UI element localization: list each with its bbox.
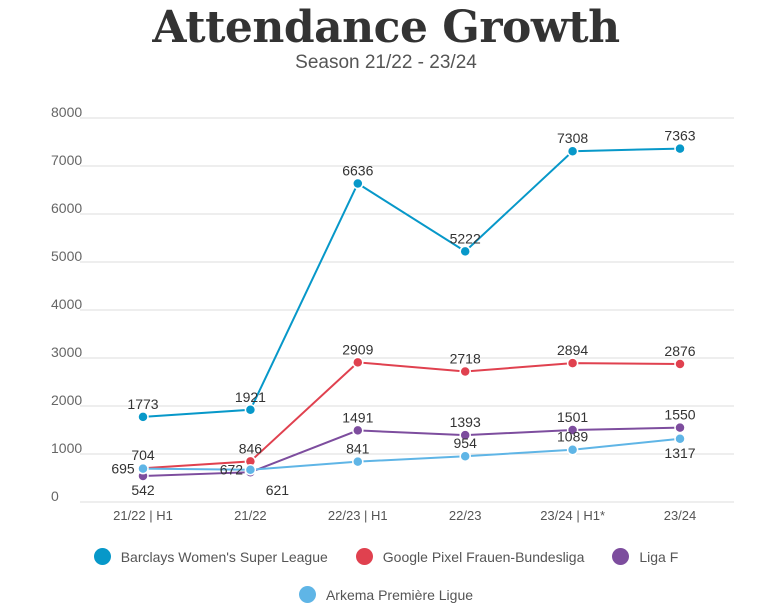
data-point-arkema-premi-re-ligue-4 xyxy=(566,443,579,456)
series-line-google-pixel-frauen-bundesliga xyxy=(142,361,681,470)
data-point-google-pixel-frauen-bundesliga-5 xyxy=(674,358,686,370)
data-label-google-pixel-frauen-bundesliga-3: 2718 xyxy=(450,351,481,367)
y-tick-label-6000: 6000 xyxy=(51,200,82,216)
y-tick-label-0: 0 xyxy=(51,488,59,504)
y-tick-label-2000: 2000 xyxy=(51,392,82,408)
legend-item-frauen-bundesliga[interactable]: Google Pixel Frauen-Bundesliga xyxy=(355,548,585,565)
x-tick-label-23-24: 23/24 xyxy=(664,508,697,523)
data-point-google-pixel-frauen-bundesliga-4 xyxy=(566,357,579,369)
x-tick-label-21-22-h1: 21/22 | H1 xyxy=(113,508,173,523)
data-label-barclays-women-s-super-league-4: 7308 xyxy=(557,130,588,146)
legend-swatch-premiere-ligue xyxy=(298,586,316,603)
data-point-barclays-women-s-super-league-1 xyxy=(244,404,257,416)
data-label-barclays-women-s-super-league-3: 5222 xyxy=(450,230,481,246)
data-label-arkema-premi-re-ligue-4: 1089 xyxy=(557,429,588,445)
data-label-liga-f-0: 542 xyxy=(131,482,155,498)
data-label-barclays-women-s-super-league-0: 1773 xyxy=(127,396,158,412)
series-line-barclays-women-s-super-league xyxy=(142,147,681,418)
y-tick-label-8000: 8000 xyxy=(51,104,82,120)
y-tick-label-5000: 5000 xyxy=(51,248,82,264)
data-point-liga-f-5 xyxy=(674,421,686,434)
x-tick-label-21-22: 21/22 xyxy=(234,508,267,523)
data-point-arkema-premi-re-ligue-0 xyxy=(137,462,149,475)
legend-swatch-liga-f xyxy=(612,548,630,565)
legend-row-2: Arkema Première Ligue xyxy=(0,586,760,603)
data-label-google-pixel-frauen-bundesliga-1: 846 xyxy=(239,440,263,456)
data-label-arkema-premi-re-ligue-0: 695 xyxy=(111,461,135,477)
data-point-google-pixel-frauen-bundesliga-2 xyxy=(352,356,364,369)
y-tick-label-3000: 3000 xyxy=(51,344,82,360)
line-chart: 0 1000 2000 3000 4000 5000 6000 7000 8000 21/22 |… xyxy=(51,104,734,523)
data-label-barclays-women-s-super-league-1: 1921 xyxy=(235,389,266,405)
data-label-google-pixel-frauen-bundesliga-4: 2894 xyxy=(557,342,588,358)
data-label-arkema-premi-re-ligue-5: 1317 xyxy=(664,445,695,461)
data-point-google-pixel-frauen-bundesliga-3 xyxy=(459,365,471,378)
data-point-barclays-women-s-super-league-0 xyxy=(137,411,149,423)
y-tick-label-7000: 7000 xyxy=(51,152,82,168)
x-tick-label-22-23: 22/23 xyxy=(449,508,482,523)
data-label-liga-f-5: 1550 xyxy=(664,407,695,423)
data-label-google-pixel-frauen-bundesliga-5: 2876 xyxy=(664,343,695,359)
data-label-barclays-women-s-super-league-5: 7363 xyxy=(664,128,695,144)
data-label-arkema-premi-re-ligue-3: 954 xyxy=(454,435,478,451)
data-point-barclays-women-s-super-league-2 xyxy=(352,177,364,190)
series-line-arkema-premi-re-ligue xyxy=(142,437,681,471)
legend-label-premiere-ligue: Arkema Première Ligue xyxy=(325,586,474,603)
data-point-arkema-premi-re-ligue-2 xyxy=(352,455,364,468)
chart-subtitle: Season 21/22 - 23/24 xyxy=(295,52,477,73)
data-point-liga-f-3 xyxy=(459,429,471,441)
data-label-liga-f-2: 1491 xyxy=(342,409,373,425)
legend-swatch-wsl xyxy=(93,548,111,565)
data-point-liga-f-2 xyxy=(352,424,364,437)
legend-label-frauen-bundesliga: Google Pixel Frauen-Bundesliga xyxy=(382,548,585,565)
data-label-liga-f-1: 621 xyxy=(266,482,290,498)
x-tick-label-23-24-h1: 23/24 | H1* xyxy=(540,508,605,523)
x-tick-label-22-23-h1: 22/23 | H1 xyxy=(328,508,388,523)
data-label-google-pixel-frauen-bundesliga-0: 704 xyxy=(131,447,155,463)
chart-title: Attendance Growth xyxy=(152,2,620,53)
data-label-liga-f-3: 1393 xyxy=(450,414,481,430)
y-tick-label-4000: 4000 xyxy=(51,296,82,312)
data-point-arkema-premi-re-ligue-3 xyxy=(459,450,471,462)
data-point-barclays-women-s-super-league-5 xyxy=(674,142,686,155)
data-label-arkema-premi-re-ligue-2: 841 xyxy=(346,441,370,457)
series-line-liga-f xyxy=(142,426,681,477)
data-point-barclays-women-s-super-league-4 xyxy=(566,145,579,157)
data-point-barclays-women-s-super-league-3 xyxy=(459,245,471,258)
data-label-arkema-premi-re-ligue-1: 672 xyxy=(220,462,244,478)
legend-label-wsl: Barclays Women's Super League xyxy=(120,548,328,565)
data-label-barclays-women-s-super-league-2: 6636 xyxy=(342,162,373,178)
legend-label-liga-f: Liga F xyxy=(639,548,679,565)
data-label-liga-f-4: 1501 xyxy=(557,409,588,425)
legend-swatch-frauen-bundesliga xyxy=(355,548,373,565)
legend-item-premiere-ligue[interactable]: Arkema Première Ligue xyxy=(298,586,474,603)
y-tick-label-1000: 1000 xyxy=(51,440,82,456)
data-point-arkema-premi-re-ligue-5 xyxy=(674,433,686,445)
data-point-liga-f-4 xyxy=(566,424,579,436)
legend-item-wsl[interactable]: Barclays Women's Super League xyxy=(93,548,328,565)
data-point-arkema-premi-re-ligue-1 xyxy=(244,463,257,476)
legend-row-1: Barclays Women's Super League Google Pix… xyxy=(0,548,760,565)
data-label-google-pixel-frauen-bundesliga-2: 2909 xyxy=(342,341,373,357)
legend-item-liga-f[interactable]: Liga F xyxy=(612,548,678,565)
